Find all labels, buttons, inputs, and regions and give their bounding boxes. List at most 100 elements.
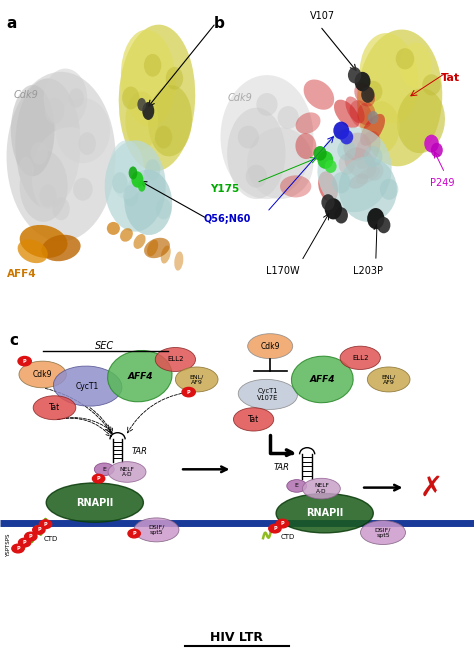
Text: Y175: Y175 <box>210 185 239 194</box>
Text: P249: P249 <box>430 178 455 188</box>
Ellipse shape <box>346 96 365 123</box>
Text: CTD: CTD <box>281 534 295 540</box>
Ellipse shape <box>18 157 34 183</box>
Ellipse shape <box>166 67 183 90</box>
Ellipse shape <box>364 81 383 102</box>
Ellipse shape <box>112 172 128 193</box>
Circle shape <box>39 520 52 529</box>
Ellipse shape <box>220 75 313 199</box>
Text: P: P <box>187 389 191 395</box>
Text: Q56;N60: Q56;N60 <box>203 214 251 223</box>
Ellipse shape <box>295 133 317 159</box>
Text: NELF
A-D: NELF A-D <box>119 467 135 477</box>
Ellipse shape <box>134 518 179 542</box>
Ellipse shape <box>355 131 381 169</box>
Ellipse shape <box>325 160 337 173</box>
Ellipse shape <box>145 159 160 181</box>
Ellipse shape <box>30 142 48 165</box>
Ellipse shape <box>144 54 161 76</box>
Ellipse shape <box>45 98 64 124</box>
Ellipse shape <box>400 42 431 88</box>
Ellipse shape <box>131 171 143 188</box>
Ellipse shape <box>340 346 380 370</box>
Ellipse shape <box>334 100 359 129</box>
Ellipse shape <box>349 100 372 129</box>
Ellipse shape <box>256 93 278 116</box>
Text: RNAPII: RNAPII <box>306 508 343 518</box>
Text: AFF4: AFF4 <box>127 372 153 381</box>
Circle shape <box>18 538 31 547</box>
Ellipse shape <box>431 143 443 158</box>
Ellipse shape <box>120 228 133 242</box>
Text: P: P <box>29 534 33 539</box>
Ellipse shape <box>380 179 398 200</box>
Ellipse shape <box>73 178 93 201</box>
Ellipse shape <box>148 85 192 156</box>
Ellipse shape <box>332 172 351 193</box>
Text: E: E <box>295 484 299 488</box>
Ellipse shape <box>247 333 292 358</box>
Text: AFF4: AFF4 <box>310 375 335 384</box>
Ellipse shape <box>344 132 371 161</box>
Circle shape <box>92 474 105 483</box>
Text: DSIF/
spt5: DSIF/ spt5 <box>148 525 164 535</box>
Text: ELL2: ELL2 <box>352 355 368 361</box>
Text: P: P <box>23 540 27 545</box>
Ellipse shape <box>321 194 335 210</box>
Text: L170W: L170W <box>266 266 300 276</box>
Ellipse shape <box>122 86 139 109</box>
Text: P: P <box>132 531 136 536</box>
Ellipse shape <box>348 67 361 83</box>
Circle shape <box>182 387 195 397</box>
Ellipse shape <box>338 154 355 175</box>
Text: Cdk9: Cdk9 <box>14 90 38 100</box>
Ellipse shape <box>318 151 333 169</box>
Ellipse shape <box>128 167 137 179</box>
Ellipse shape <box>296 113 320 134</box>
Ellipse shape <box>345 148 376 179</box>
Ellipse shape <box>356 167 380 185</box>
Text: Cdk9: Cdk9 <box>228 93 253 103</box>
Ellipse shape <box>52 198 70 220</box>
Ellipse shape <box>359 33 419 124</box>
Ellipse shape <box>79 132 96 155</box>
Text: ELL2: ELL2 <box>167 357 183 362</box>
Text: V107: V107 <box>310 11 335 21</box>
Ellipse shape <box>360 114 385 146</box>
Text: ✗: ✗ <box>419 474 443 501</box>
Text: Tat: Tat <box>440 73 460 83</box>
Ellipse shape <box>302 478 340 499</box>
Text: YSPTSPS: YSPTSPS <box>6 534 11 558</box>
Ellipse shape <box>287 480 307 492</box>
Ellipse shape <box>46 483 143 522</box>
Text: Cdk9: Cdk9 <box>260 341 280 351</box>
Circle shape <box>269 524 281 533</box>
Ellipse shape <box>108 462 146 482</box>
Text: Tat: Tat <box>248 415 259 424</box>
Text: P: P <box>281 521 284 526</box>
Ellipse shape <box>121 30 176 127</box>
Text: TAR: TAR <box>132 447 148 455</box>
Ellipse shape <box>368 111 378 124</box>
Ellipse shape <box>161 245 171 264</box>
Ellipse shape <box>147 240 158 256</box>
Text: c: c <box>9 333 18 348</box>
Ellipse shape <box>233 408 274 431</box>
Circle shape <box>276 519 289 528</box>
Ellipse shape <box>15 78 81 209</box>
Text: Tat: Tat <box>49 403 60 413</box>
Text: CycT1
V107E: CycT1 V107E <box>257 388 278 401</box>
Ellipse shape <box>396 48 414 69</box>
Ellipse shape <box>361 86 374 103</box>
Ellipse shape <box>105 140 166 232</box>
Ellipse shape <box>42 235 81 261</box>
Ellipse shape <box>363 101 400 154</box>
Circle shape <box>33 525 45 534</box>
Ellipse shape <box>109 140 144 199</box>
Ellipse shape <box>325 198 342 219</box>
Ellipse shape <box>134 234 146 249</box>
Ellipse shape <box>357 30 442 166</box>
Ellipse shape <box>304 80 334 110</box>
Ellipse shape <box>19 361 66 387</box>
Ellipse shape <box>39 185 57 207</box>
